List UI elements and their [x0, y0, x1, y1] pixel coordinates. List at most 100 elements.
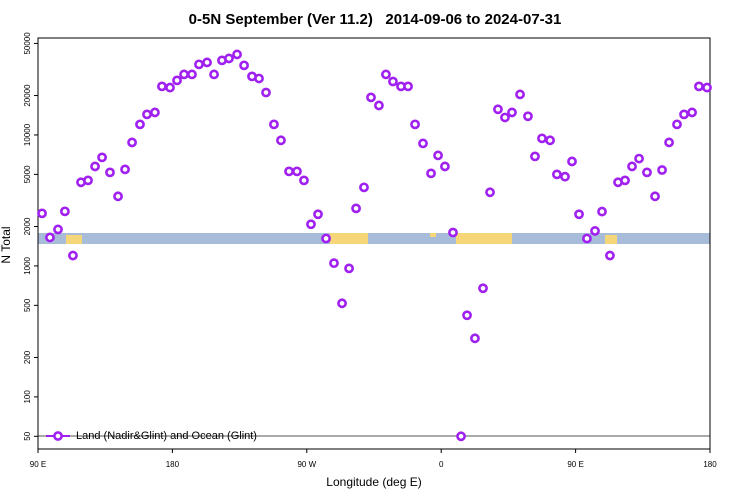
point	[403, 81, 413, 92]
point	[388, 76, 398, 87]
point	[664, 137, 674, 148]
y-tick-label: 2000	[23, 217, 32, 235]
point	[627, 161, 637, 172]
point	[261, 87, 271, 98]
plot-frame	[37, 37, 711, 450]
point	[344, 263, 354, 274]
y-tick-label: 10000	[23, 123, 32, 146]
point	[523, 111, 533, 122]
point	[97, 152, 107, 163]
point	[172, 75, 182, 86]
point	[269, 119, 279, 130]
land-segment	[456, 233, 512, 244]
x-tick-label: 90 E	[567, 460, 583, 469]
point	[329, 258, 339, 269]
x-tick-label: 0	[439, 460, 444, 469]
point	[127, 137, 137, 148]
point	[142, 109, 152, 120]
point	[470, 333, 480, 344]
map-strip	[38, 233, 710, 244]
point	[582, 233, 592, 244]
point	[68, 250, 78, 261]
point	[620, 175, 630, 186]
point	[552, 169, 562, 180]
x-axis-title: Longitude (deg E)	[326, 475, 421, 489]
y-tick-label: 1000	[23, 256, 32, 274]
point	[165, 82, 175, 93]
point	[351, 203, 361, 214]
point	[321, 233, 331, 244]
point	[239, 60, 249, 71]
point	[590, 226, 600, 236]
point	[157, 81, 167, 92]
point	[90, 161, 100, 172]
point	[306, 219, 316, 230]
point	[530, 151, 540, 162]
point	[381, 69, 391, 80]
point	[284, 166, 294, 177]
point	[37, 208, 47, 219]
land-segment	[330, 233, 368, 244]
point	[545, 135, 555, 146]
y-tick-label: 20000	[23, 84, 32, 107]
point	[276, 135, 286, 146]
point	[567, 156, 577, 167]
land-segment	[605, 235, 617, 244]
x-tick-label: 180	[166, 460, 180, 469]
y-axis-title: N Total	[0, 226, 13, 263]
point	[299, 175, 309, 186]
y-tick-label: 50000	[23, 32, 32, 55]
point	[187, 69, 197, 80]
point	[642, 167, 652, 178]
point	[694, 81, 704, 92]
land-segment	[430, 233, 436, 237]
point	[202, 57, 212, 68]
point	[537, 133, 547, 144]
point	[418, 138, 428, 149]
chart-title: 0-5N September (Ver 11.2) 2014-09-06 to …	[189, 11, 562, 28]
point	[113, 191, 123, 202]
legend-label: Land (Nadir&Glint) and Ocean (Glint)	[76, 430, 257, 442]
point	[224, 53, 234, 64]
point	[232, 49, 242, 60]
point	[493, 104, 503, 115]
point	[45, 232, 55, 243]
y-tick-label: 200	[23, 350, 32, 364]
point	[597, 206, 607, 217]
point	[478, 283, 488, 294]
y-tick-label: 500	[23, 298, 32, 312]
point	[433, 150, 443, 161]
point	[374, 100, 384, 111]
point	[209, 69, 219, 80]
point	[410, 119, 420, 130]
point	[194, 59, 204, 70]
point	[507, 107, 517, 118]
point	[679, 109, 689, 120]
x-tick-label: 90 E	[30, 460, 46, 469]
point	[485, 187, 495, 198]
ocean-strip	[38, 233, 710, 244]
point	[574, 209, 584, 220]
point	[687, 107, 697, 118]
point	[515, 89, 525, 100]
point	[672, 119, 682, 130]
point	[657, 165, 667, 175]
point	[462, 310, 472, 321]
point	[448, 227, 458, 238]
x-tick-label: 180	[703, 460, 717, 469]
point	[456, 431, 466, 442]
point	[150, 107, 160, 118]
point	[120, 164, 130, 175]
point	[359, 182, 369, 193]
legend-marker	[53, 431, 63, 441]
point	[313, 209, 323, 220]
point	[135, 119, 145, 130]
point	[337, 298, 347, 309]
point	[53, 224, 63, 235]
point	[254, 73, 264, 84]
point	[440, 161, 450, 172]
point	[500, 112, 510, 123]
point	[366, 92, 376, 103]
point	[59, 206, 70, 217]
